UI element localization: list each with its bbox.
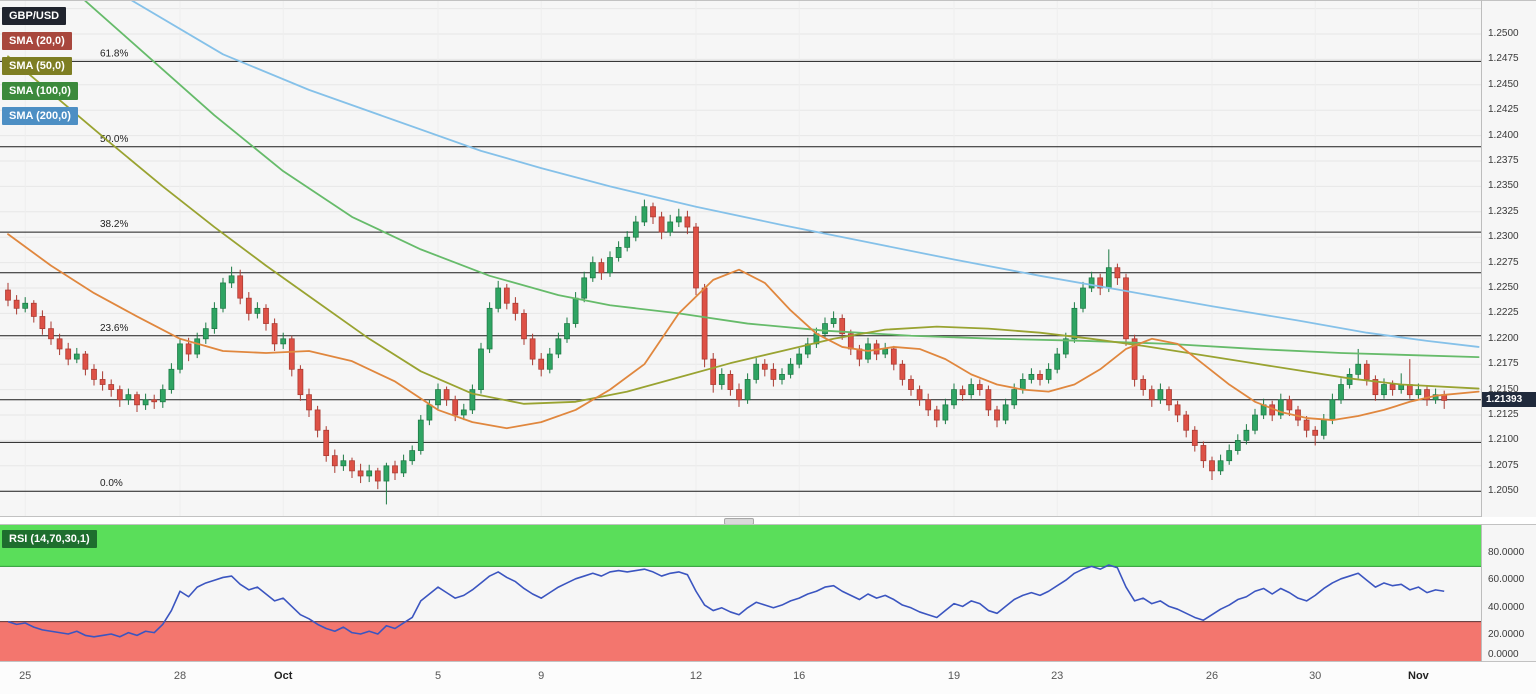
price-axis-label: 1.2450	[1488, 78, 1519, 90]
time-axis-label: 16	[793, 670, 806, 682]
time-axis-label: 19	[947, 670, 961, 682]
sma-line-200	[7, 233, 1480, 430]
time-axis-label: 5	[434, 670, 442, 682]
time-axis-label: 25	[19, 670, 32, 682]
fib-label: 38.2%	[100, 219, 128, 230]
price-axis-label: 1.2400	[1488, 129, 1519, 141]
price-axis-label: 1.2350	[1488, 180, 1519, 192]
rsi-oversold-zone	[0, 621, 1481, 661]
fib-label: 0.0%	[100, 478, 123, 489]
price-axis-label: 1.2475	[1488, 53, 1519, 65]
sma-20-badge[interactable]: SMA (20,0)	[2, 32, 72, 50]
rsi-axis-label: 80.0000	[1488, 546, 1525, 558]
price-axis-label: 1.2425	[1488, 104, 1519, 116]
time-axis-label: 30	[1309, 670, 1322, 682]
price-axis-label: 1.2500	[1488, 28, 1519, 39]
price-axis-label: 1.2375	[1488, 155, 1519, 166]
sma-100-badge[interactable]: SMA (100,0)	[2, 82, 78, 100]
fib-levels-layer: 61.8% 50.0% 38.2% 23.6% 0.0%	[0, 48, 1481, 492]
price-axis-label: 1.2050	[1488, 485, 1519, 497]
price-axis-label: 1.2100	[1488, 434, 1519, 446]
grid-layer	[0, 1, 1481, 516]
time-axis-label: 23	[1051, 670, 1064, 682]
time-axis-label: 9	[538, 670, 545, 682]
price-axis-label: 1.2175	[1488, 358, 1519, 370]
panel-divider	[0, 517, 1536, 525]
sma-50-badge[interactable]: SMA (50,0)	[2, 57, 72, 75]
time-axis-label: 26	[1205, 670, 1219, 682]
rsi-badge[interactable]: RSI (14,70,30,1)	[2, 530, 97, 548]
price-axis-label: 1.2150	[1488, 383, 1519, 395]
rsi-legend: RSI (14,70,30,1)	[2, 529, 97, 555]
rsi-axis[interactable]: 80.0000 60.0000 40.0000 20.0000 0.0000	[1482, 524, 1536, 662]
rsi-overbought-zone	[0, 525, 1481, 567]
price-axis-label: 1.2075	[1488, 459, 1519, 471]
rsi-panel[interactable]: RSI (14,70,30,1)	[0, 524, 1481, 662]
current-price-badge: 1.21393	[1482, 392, 1536, 408]
price-chart-panel[interactable]: 61.8% 50.0% 38.2% 23.6% 0.0% GBP/USD SMA (20…	[0, 0, 1481, 517]
price-axis-label: 1.2125	[1488, 409, 1519, 420]
price-axis[interactable]: 1.21393 1.2500 1.2475 1.2450 1.2425 1.2400 1.…	[1482, 0, 1536, 517]
price-axis-label: 1.2275	[1488, 256, 1519, 268]
rsi-line	[7, 564, 1445, 638]
time-axis[interactable]: 25 28 Oct 5 9 12 16 19 23 26 30 Nov	[0, 662, 1536, 694]
price-axis-label: 1.2200	[1488, 332, 1519, 344]
fib-label: 23.6%	[100, 323, 128, 334]
symbol-badge[interactable]: GBP/USD	[2, 7, 67, 25]
rsi-axis-label: 20.0000	[1488, 629, 1525, 641]
rsi-axis-label: 0.0000	[1488, 649, 1519, 660]
rsi-chart[interactable]	[0, 525, 1481, 661]
sma-200-badge[interactable]: SMA (200,0)	[2, 107, 78, 125]
rsi-axis-label: 40.0000	[1488, 601, 1525, 613]
candlestick-chart[interactable]: 61.8% 50.0% 38.2% 23.6% 0.0%	[0, 1, 1481, 517]
fib-label: 61.8%	[100, 48, 128, 59]
sma-line-1000	[84, 1, 1480, 358]
price-axis-label: 1.2300	[1488, 231, 1519, 243]
axis-separator	[1481, 0, 1482, 662]
time-axis-label: 28	[173, 670, 187, 682]
time-axis-label: 12	[689, 670, 703, 682]
indicator-legend: GBP/USD SMA (20,0) SMA (50,0) SMA (100,0…	[2, 7, 78, 132]
time-axis-label: Nov	[1408, 670, 1429, 682]
sma-line-500	[7, 55, 1480, 405]
fib-label: 50.0%	[100, 134, 128, 145]
price-axis-label: 1.2325	[1488, 205, 1519, 217]
price-axis-label: 1.2225	[1488, 307, 1519, 319]
rsi-axis-label: 60.0000	[1488, 574, 1525, 586]
sma-line-2000	[130, 1, 1480, 348]
candles-layer	[5, 199, 1448, 505]
price-axis-label: 1.2250	[1488, 282, 1519, 293]
time-axis-label: Oct	[274, 670, 293, 682]
